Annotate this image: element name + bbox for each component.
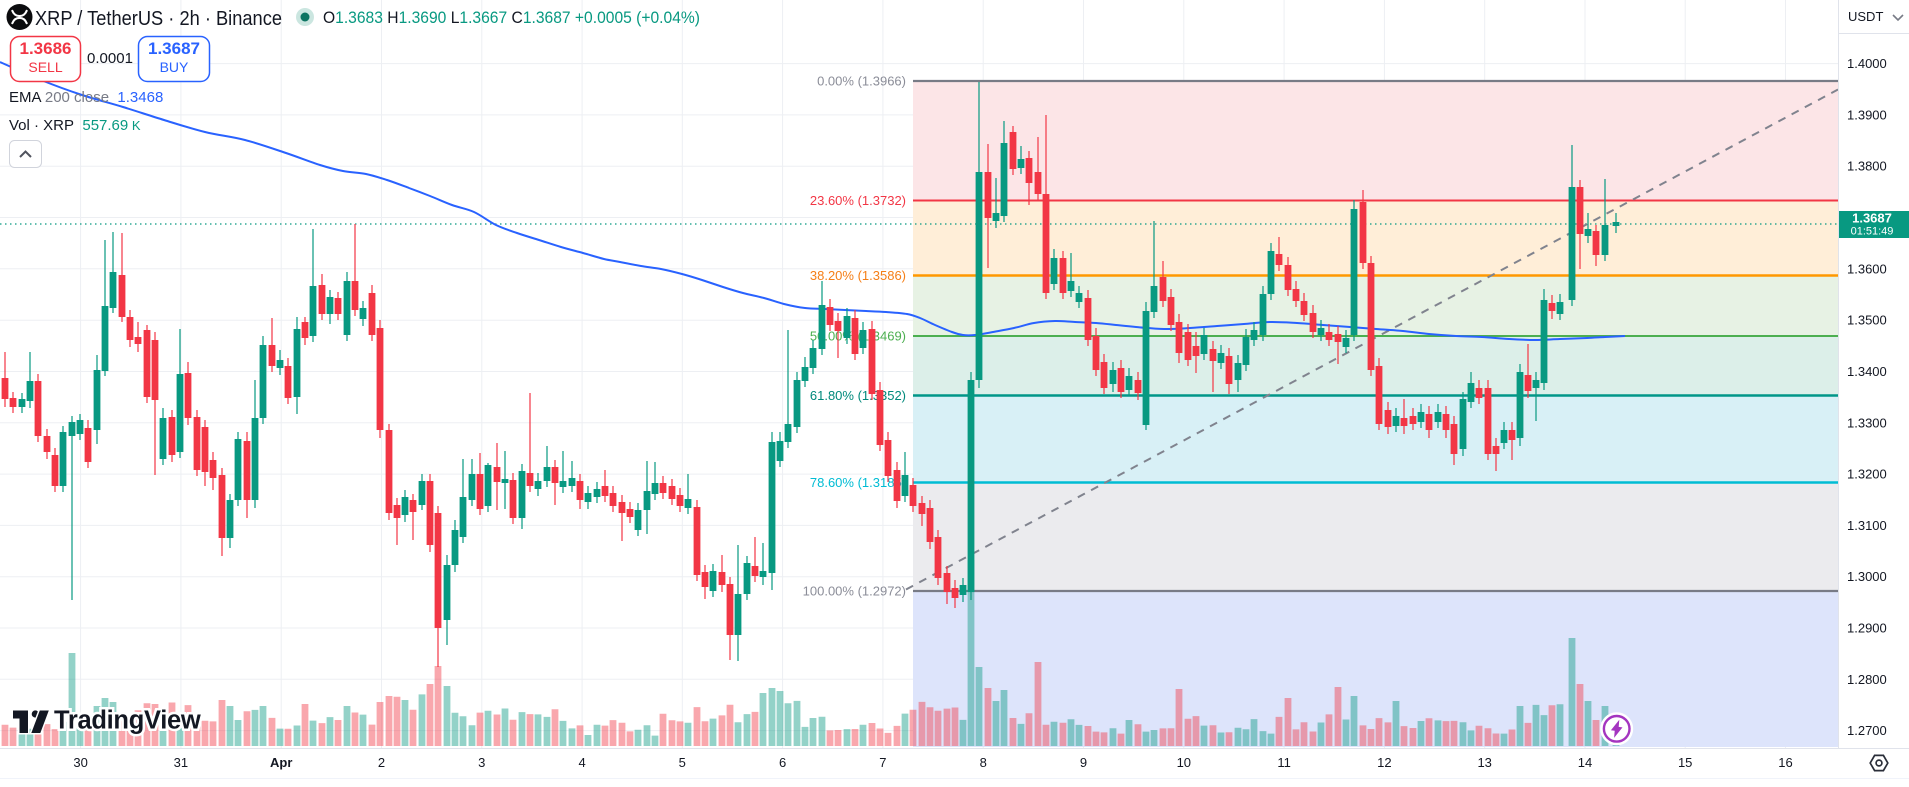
- svg-text:Apr: Apr: [270, 755, 292, 770]
- svg-text:1.3200: 1.3200: [1847, 467, 1887, 482]
- svg-text:9: 9: [1080, 755, 1087, 770]
- svg-text:8: 8: [980, 755, 987, 770]
- svg-text:EMA 200 close 1.3468: EMA 200 close 1.3468: [9, 89, 163, 106]
- svg-text:11: 11: [1277, 755, 1291, 770]
- svg-text:1.3800: 1.3800: [1847, 159, 1887, 174]
- svg-text:38.20% (1.3586): 38.20% (1.3586): [810, 268, 906, 283]
- svg-text:1.3400: 1.3400: [1847, 364, 1887, 379]
- svg-text:1.3000: 1.3000: [1847, 569, 1887, 584]
- svg-text:O1.3683 H1.3690 L1.3667 C1.368: O1.3683 H1.3690 L1.3667 C1.3687 +0.0005 …: [323, 9, 700, 27]
- svg-text:31: 31: [174, 755, 188, 770]
- svg-text:1.2900: 1.2900: [1847, 621, 1887, 636]
- svg-text:23.60% (1.3732): 23.60% (1.3732): [810, 193, 906, 208]
- svg-text:4: 4: [578, 755, 585, 770]
- svg-text:1.2700: 1.2700: [1847, 723, 1887, 738]
- svg-text:01:51:49: 01:51:49: [1851, 226, 1894, 238]
- svg-text:SELL: SELL: [28, 59, 62, 75]
- svg-text:16: 16: [1778, 755, 1792, 770]
- svg-text:0.0001: 0.0001: [87, 50, 133, 67]
- svg-text:78.60% (1.3185): 78.60% (1.3185): [810, 475, 906, 490]
- svg-text:5: 5: [679, 755, 686, 770]
- svg-text:13: 13: [1477, 755, 1491, 770]
- svg-text:1.3686: 1.3686: [20, 39, 72, 58]
- svg-text:1.3500: 1.3500: [1847, 313, 1887, 328]
- svg-text:61.80% (1.3352): 61.80% (1.3352): [810, 388, 906, 403]
- svg-text:1.3687: 1.3687: [148, 39, 200, 58]
- svg-text:Vol · XRP 557.69 K: Vol · XRP 557.69 K: [9, 117, 141, 134]
- svg-text:12: 12: [1377, 755, 1391, 770]
- svg-text:1.3100: 1.3100: [1847, 518, 1887, 533]
- svg-text:1.3687: 1.3687: [1852, 211, 1892, 226]
- svg-text:0.00% (1.3966): 0.00% (1.3966): [817, 74, 906, 89]
- svg-text:1.3300: 1.3300: [1847, 415, 1887, 430]
- svg-text:2: 2: [378, 755, 385, 770]
- svg-text:14: 14: [1578, 755, 1592, 770]
- svg-text:XRP / TetherUS · 2h · Binance: XRP / TetherUS · 2h · Binance: [35, 7, 282, 30]
- svg-text:7: 7: [879, 755, 886, 770]
- svg-text:BUY: BUY: [160, 59, 189, 75]
- svg-text:15: 15: [1678, 755, 1692, 770]
- svg-text:6: 6: [779, 755, 786, 770]
- svg-text:1.4000: 1.4000: [1847, 56, 1887, 71]
- svg-text:30: 30: [73, 755, 87, 770]
- svg-text:3: 3: [478, 755, 485, 770]
- svg-text:1.2800: 1.2800: [1847, 672, 1887, 687]
- svg-text:10: 10: [1177, 755, 1191, 770]
- svg-text:TradingView: TradingView: [54, 707, 201, 735]
- svg-text:USDT: USDT: [1848, 9, 1883, 24]
- svg-text:1.3600: 1.3600: [1847, 261, 1887, 276]
- svg-text:1.3900: 1.3900: [1847, 107, 1887, 122]
- svg-text:100.00% (1.2972): 100.00% (1.2972): [803, 584, 906, 599]
